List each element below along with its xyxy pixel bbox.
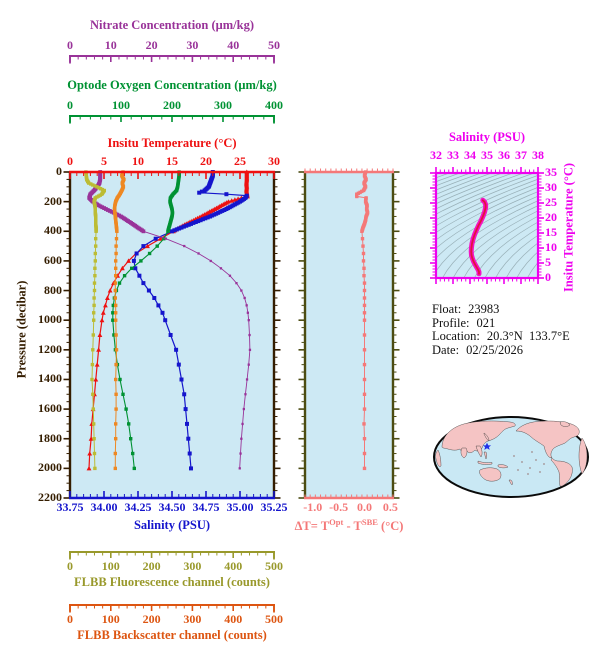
series-salinity [131, 170, 249, 471]
float-label: Float: [432, 302, 462, 316]
date-value: 02/25/2026 [466, 342, 524, 357]
float-info-line: Float: 23983 [432, 302, 570, 317]
world-map [433, 416, 589, 498]
fluorescence-axis-title: FLBB Fluorescence channel (counts) [74, 575, 270, 589]
series-fluorescence [84, 170, 106, 471]
float-position-star [482, 442, 492, 450]
ts-salinity-axis-title: Salinity (PSU) [448, 130, 526, 144]
salinity-axis-title: Salinity (PSU) [133, 518, 211, 532]
temperature-axis-title: Insitu Temperature (°C) [107, 136, 237, 150]
location-value: 20.3°N 133.7°E [486, 329, 570, 344]
pressure-axis-title: Pressure (decibar) [14, 280, 29, 379]
float-info-line: Date: 02/25/2026 [432, 342, 570, 358]
float-value: 23983 [468, 302, 500, 316]
profile-value: 021 [476, 315, 496, 330]
date-label: Date: [432, 342, 460, 357]
float-info-line: Profile: 021 [432, 315, 570, 331]
series-nitrate [87, 170, 252, 470]
series-delta-t [355, 170, 370, 471]
nitrate-axis-title: Nitrate Concentration (μm/kg) [90, 18, 254, 32]
profile-label: Profile: [432, 315, 470, 330]
delta-t-axis-title: ΔT= TOpt - TSBE (°C) [294, 517, 404, 534]
backscatter-axis-title: FLBB Backscatter channel (counts) [77, 628, 267, 642]
oxygen-axis-title: Optode Oxygen Concentration (μm/kg) [67, 78, 277, 92]
ts-temperature-axis-title: Insitu Temperature (°C) [561, 162, 576, 293]
location-label: Location: [432, 329, 480, 344]
float-info: Float: 23983 Profile: 021 Location: 20.3°N … [432, 302, 570, 358]
series-backscatter [112, 170, 126, 471]
float-info-line: Location: 20.3°N 133.7°E [432, 329, 570, 344]
